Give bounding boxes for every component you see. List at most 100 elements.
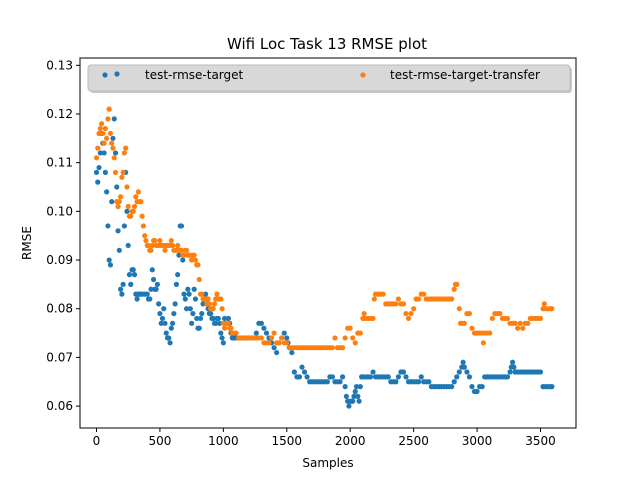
data-point (194, 315, 200, 322)
data-point (162, 247, 168, 253)
data-point (101, 140, 107, 146)
data-point (258, 320, 264, 326)
data-point (119, 291, 125, 297)
x-tick-label: 3000 (462, 434, 493, 448)
data-point (112, 169, 119, 176)
data-point (356, 398, 362, 404)
data-point (106, 106, 112, 112)
data-point (220, 340, 226, 346)
data-point (480, 340, 486, 346)
data-point (191, 252, 197, 258)
data-point (213, 320, 219, 326)
legend-box (87, 64, 571, 92)
data-point (276, 340, 282, 346)
data-point (138, 199, 144, 205)
y-tick-label: 0.07 (46, 350, 73, 364)
data-point (167, 340, 173, 346)
data-point (380, 291, 386, 297)
data-point (497, 310, 503, 317)
x-axis: 0 500 1000 1500 2000 2500 3000 3500 (93, 428, 556, 448)
data-point (511, 364, 517, 370)
data-point (339, 345, 346, 351)
y-tick-label: 0.13 (46, 58, 73, 72)
x-axis-label: Samples (302, 456, 353, 470)
data-point (525, 320, 531, 326)
data-point (271, 345, 277, 351)
data-point (395, 374, 401, 380)
data-point (210, 315, 216, 322)
data-point (385, 374, 391, 380)
data-point (131, 203, 138, 210)
data-point (474, 388, 480, 395)
data-point (456, 369, 462, 375)
data-point (367, 374, 374, 380)
data-point (512, 320, 518, 326)
data-point (115, 203, 121, 210)
data-point (175, 242, 181, 249)
data-point (175, 272, 181, 278)
data-point (107, 262, 114, 268)
data-point (142, 233, 148, 239)
data-point (171, 310, 177, 317)
data-point (454, 281, 460, 287)
data-point (135, 189, 141, 195)
data-point (147, 296, 153, 302)
series-layer (93, 106, 555, 409)
legend-item-target: test-rmse-target (102, 68, 244, 82)
data-point (400, 369, 407, 375)
data-point (371, 296, 377, 302)
x-tick-label: 500 (148, 434, 171, 448)
legend-item-transfer: test-rmse-target-transfer (360, 68, 540, 82)
data-point (166, 335, 172, 341)
data-point (93, 155, 100, 161)
data-point (185, 286, 191, 292)
data-point (168, 325, 174, 331)
data-point (351, 393, 357, 399)
legend-label-target: test-rmse-target (145, 68, 244, 82)
data-point (157, 310, 163, 317)
data-point (353, 384, 360, 390)
data-point (258, 335, 264, 341)
data-point (161, 306, 167, 312)
data-point (225, 315, 232, 322)
data-point (284, 335, 290, 341)
data-point (139, 213, 145, 219)
data-point (225, 320, 232, 326)
data-point (162, 320, 168, 326)
data-point (170, 320, 176, 326)
x-tick-label: 2500 (398, 434, 429, 448)
data-point (110, 135, 116, 141)
data-point (115, 228, 121, 234)
data-point (461, 364, 467, 370)
data-point (346, 403, 352, 409)
data-point (168, 237, 174, 244)
data-point (342, 335, 348, 341)
data-point (352, 340, 358, 346)
data-point (461, 320, 467, 326)
data-point (208, 310, 214, 317)
y-tick-label: 0.10 (46, 204, 73, 218)
data-point (102, 125, 108, 132)
data-point (403, 374, 409, 380)
data-point (110, 145, 116, 151)
data-point (117, 286, 124, 292)
data-point (357, 384, 363, 390)
data-point (111, 116, 117, 122)
data-point (149, 267, 155, 273)
data-point (357, 330, 363, 336)
data-point (301, 369, 308, 375)
data-point (106, 257, 112, 263)
data-point (395, 296, 401, 302)
data-point (178, 247, 185, 253)
data-point (329, 345, 336, 351)
data-point (211, 301, 218, 307)
data-point (222, 315, 228, 322)
data-point (370, 369, 376, 375)
data-point (182, 296, 188, 302)
data-point (152, 237, 158, 244)
data-point (187, 306, 193, 312)
data-point (150, 276, 157, 283)
data-point (192, 257, 199, 263)
data-point (116, 247, 122, 253)
data-point (466, 374, 473, 380)
